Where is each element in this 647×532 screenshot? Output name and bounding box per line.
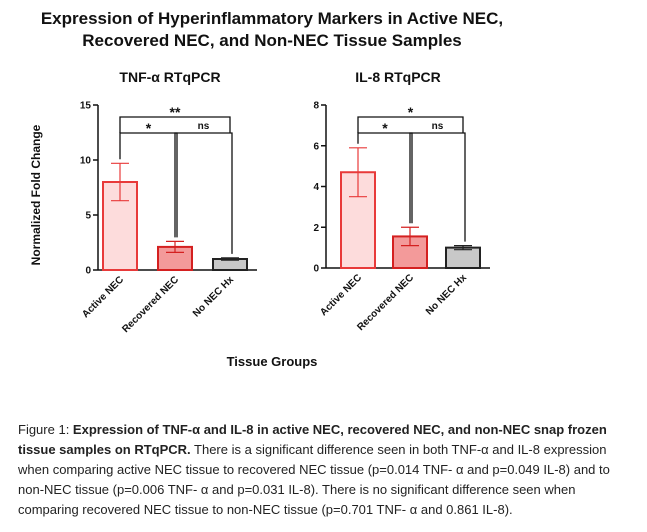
significance-label: ns xyxy=(198,121,210,132)
error-bar xyxy=(221,257,239,261)
significance-label: * xyxy=(382,120,388,136)
caption-bold: Expression of TNF-α and IL-8 in active N… xyxy=(18,422,607,457)
y-tick-label: 10 xyxy=(80,156,92,167)
bar xyxy=(392,235,428,269)
significance-bracket xyxy=(357,132,413,224)
y-tick-label: 0 xyxy=(313,264,319,275)
figure-title: Expression of Hyperinflammatory Markers … xyxy=(41,9,503,28)
error-bar xyxy=(454,244,472,251)
y-tick-label: 15 xyxy=(80,101,92,112)
x-tick-label: Active NEC xyxy=(80,274,126,320)
significance-bracket xyxy=(119,116,231,133)
error-bar xyxy=(349,147,367,198)
significance-bracket xyxy=(357,116,464,133)
y-tick-label: 0 xyxy=(85,266,91,277)
x-tick-label: Recovered NEC xyxy=(120,274,181,335)
caption-label: Figure 1: xyxy=(18,422,73,437)
significance-bracket xyxy=(174,132,233,254)
significance-label: * xyxy=(408,104,414,120)
y-tick-label: 8 xyxy=(313,101,319,112)
y-axis-label: Normalized Fold Change xyxy=(29,124,43,265)
bar xyxy=(445,246,481,269)
figure-title: Recovered NEC, and Non-NEC Tissue Sample… xyxy=(82,31,461,50)
x-axis-label: Tissue Groups xyxy=(227,354,318,369)
error-bar xyxy=(401,226,419,247)
significance-bracket xyxy=(119,132,178,238)
y-tick-label: 6 xyxy=(313,141,319,152)
y-tick-label: 4 xyxy=(313,182,319,193)
bar xyxy=(340,171,376,269)
x-tick-label: Active NEC xyxy=(318,272,364,318)
chart-title: IL-8 RTqPCR xyxy=(355,69,441,85)
x-tick-label: No NEC Hx xyxy=(191,274,236,319)
error-bar xyxy=(166,240,184,253)
significance-label: ns xyxy=(432,121,444,132)
caption-text: There is a significant difference seen i… xyxy=(18,442,610,517)
error-bar xyxy=(111,162,129,202)
x-tick-label: No NEC Hx xyxy=(424,272,469,317)
figure: Expression of Hyperinflammatory Markers … xyxy=(29,9,503,369)
y-tick-label: 2 xyxy=(313,223,319,234)
significance-label: ** xyxy=(170,104,181,120)
significance-bracket xyxy=(409,132,466,242)
significance-label: * xyxy=(146,120,152,136)
x-tick-label: Recovered NEC xyxy=(355,272,416,333)
chart-title: TNF-α RTqPCR xyxy=(119,69,220,85)
y-tick-label: 5 xyxy=(85,211,91,222)
caption: Figure 1: Expression of TNF-α and IL-8 i… xyxy=(18,420,638,520)
